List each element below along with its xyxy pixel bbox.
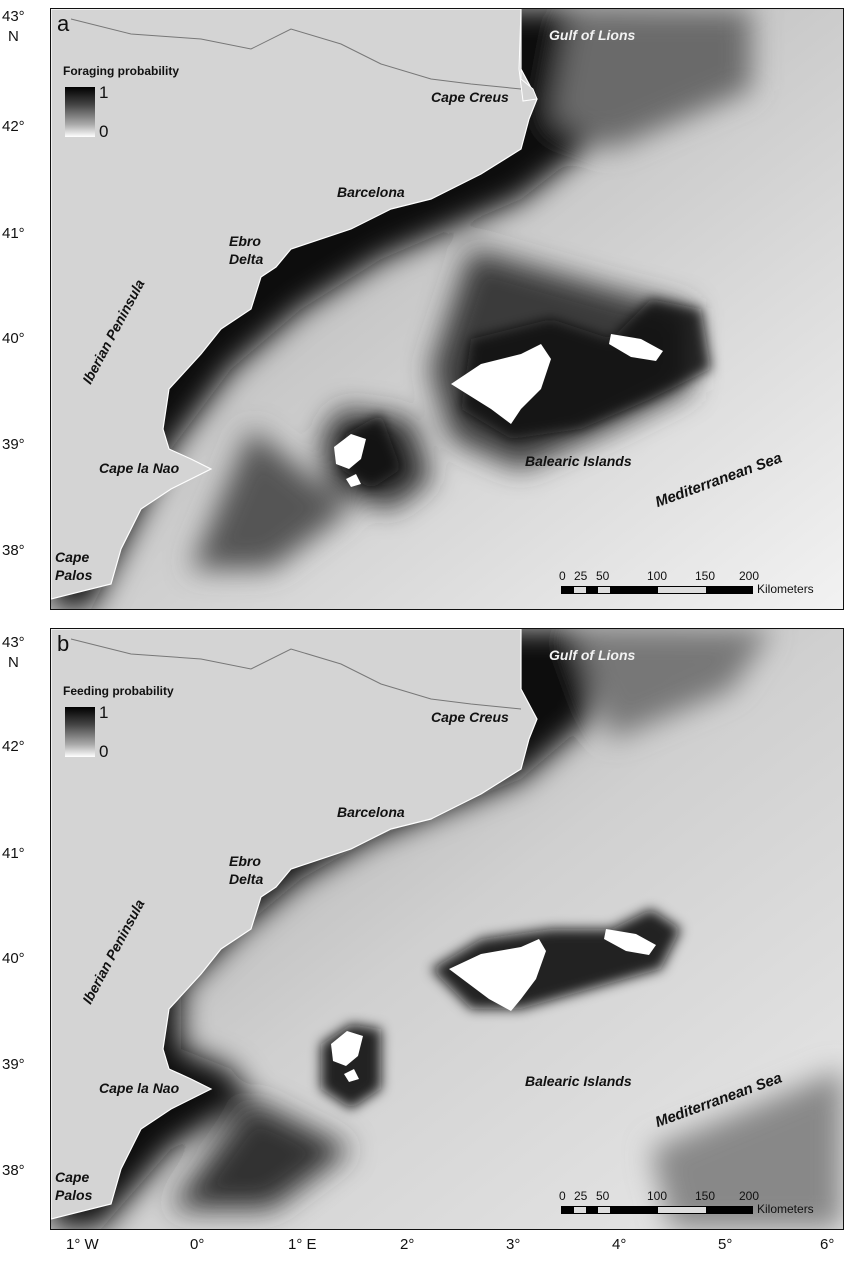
label-gulf-of-lions: Gulf of Lions [549,647,636,663]
legend-gradient [65,707,95,757]
legend-gradient [65,87,95,137]
legend-min: 0 [99,742,109,761]
lon-label-4: 4° [612,1236,627,1253]
label-balearic-islands: Balearic Islands [525,1073,632,1089]
label-barcelona: Barcelona [337,184,405,200]
border-line [70,18,522,90]
label-ebro: Ebro [229,233,261,249]
legend-title: Foraging probability [63,64,179,78]
lat-label-39-b: 39° [2,1056,25,1073]
label-barcelona: Barcelona [337,804,405,820]
probability-map-b [51,629,843,1229]
lon-label-0: 0° [190,1236,205,1253]
scale-tick: 100 [647,1189,668,1203]
menorca-island [604,929,656,955]
label-cape: Cape [55,549,90,565]
iberian-peninsula-land [51,629,538,1220]
lat-label-43-a: 43° [2,8,25,25]
scale-tick: 100 [647,569,668,583]
lat-label-42-a: 42° [2,118,25,135]
france-land [518,9,538,102]
scale-tick: 50 [596,1189,610,1203]
border-line [70,638,522,710]
probability-map-a [51,9,843,609]
scale-tick: 150 [695,1189,716,1203]
panel-letter: b [57,631,70,656]
legend-max: 1 [99,83,109,102]
lat-label-n-a: N [8,28,19,45]
ibiza-island [331,1031,363,1066]
scale-unit: Kilometers [757,582,814,596]
menorca-island [609,334,663,361]
lat-label-38-b: 38° [2,1162,25,1179]
lon-label-1w: 1° W [66,1236,99,1253]
label-balearic-islands: Balearic Islands [525,453,632,469]
mallorca-island [449,939,546,1011]
lon-label-6: 6° [820,1236,835,1253]
scale-tick: 50 [596,569,610,583]
lat-label-42-b: 42° [2,738,25,755]
scale-bar: 0 25 50 100 150 200 Kilometers [559,569,829,599]
scale-tick: 25 [574,1189,588,1203]
scale-unit: Kilometers [757,1202,814,1216]
label-gulf-of-lions: Gulf of Lions [549,27,636,43]
label-cape-creus: Cape Creus [431,709,509,725]
lat-label-38-a: 38° [2,542,25,559]
scale-tick: 150 [695,569,716,583]
lon-label-3: 3° [506,1236,521,1253]
lat-label-40-a: 40° [2,330,25,347]
iberian-peninsula-land [51,9,538,600]
scale-tick: 200 [739,569,760,583]
label-palos: Palos [55,1187,93,1203]
label-cape-creus: Cape Creus [431,89,509,105]
lat-label-41-b: 41° [2,845,25,862]
scale-tick: 0 [559,1189,566,1203]
map-panel-a: a Foraging probability 1 0 Gulf of Lions… [50,8,844,610]
lon-label-5: 5° [718,1236,733,1253]
label-palos: Palos [55,567,93,583]
label-cape-la-nao: Cape la Nao [99,1080,180,1096]
legend-max: 1 [99,703,109,722]
lat-label-43-b: 43° [2,634,25,651]
label-ebro: Ebro [229,853,261,869]
legend-min: 0 [99,122,109,141]
lon-label-1e: 1° E [288,1236,317,1253]
scale-tick: 200 [739,1189,760,1203]
legend-title: Feeding probability [63,684,174,698]
lat-label-41-a: 41° [2,225,25,242]
label-cape: Cape [55,1169,90,1185]
lat-label-n-b: N [8,654,19,671]
lat-label-39-a: 39° [2,436,25,453]
lon-label-2: 2° [400,1236,415,1253]
scale-tick: 0 [559,569,566,583]
ibiza-island [334,434,366,469]
scale-bar: 0 25 50 100 150 200 Kilometers [559,1189,829,1219]
lat-label-40-b: 40° [2,950,25,967]
panel-letter: a [57,11,70,36]
map-panel-b: b Feeding probability 1 0 Gulf of Lions … [50,628,844,1230]
label-delta: Delta [229,251,264,267]
label-delta: Delta [229,871,264,887]
mallorca-island [451,344,551,424]
label-cape-la-nao: Cape la Nao [99,460,180,476]
scale-tick: 25 [574,569,588,583]
